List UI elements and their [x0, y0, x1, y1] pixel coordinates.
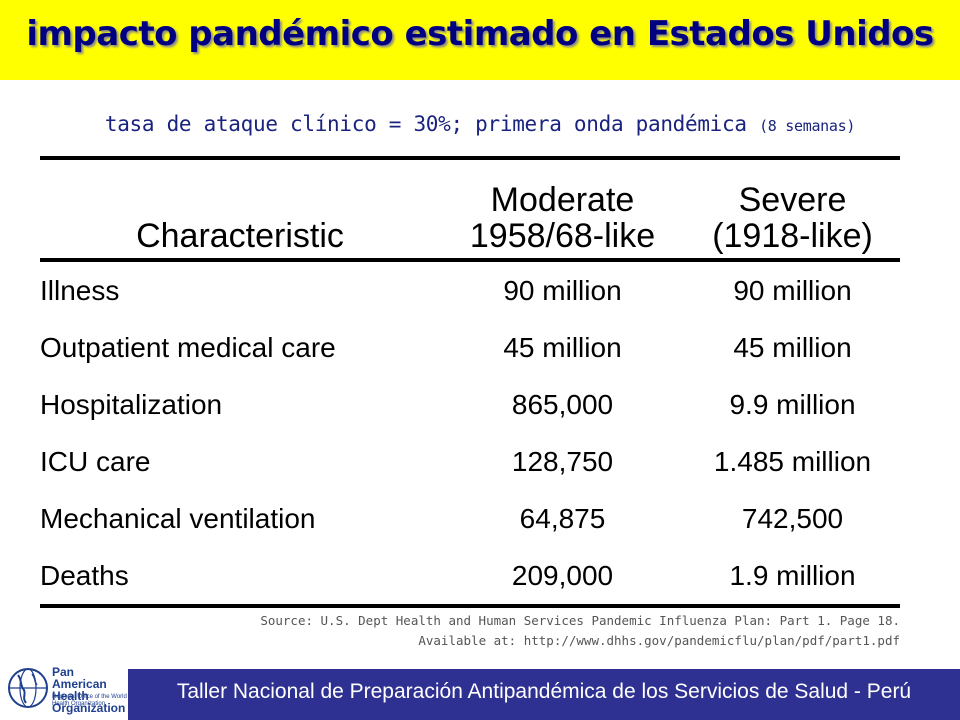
row-moderate-value: 209,000 — [511, 559, 614, 591]
row-severe-value: 90 million — [733, 274, 852, 306]
header-moderate: Moderate 1958/68-like — [440, 158, 685, 260]
row-moderate-value: 865,000 — [511, 388, 614, 420]
header-characteristic: Characteristic — [136, 217, 344, 255]
row-characteristic: Deaths — [40, 559, 129, 591]
paho-logo: Pan American Health Organization Regiona… — [4, 658, 128, 720]
table-row: Illness 90 million 90 million — [40, 260, 900, 319]
globe-emblem-icon — [8, 668, 48, 708]
row-severe-value: 45 million — [733, 331, 852, 363]
row-moderate-value: 64,875 — [519, 502, 606, 534]
impact-table: Characteristic Moderate 1958/68-like Sev… — [40, 156, 900, 608]
footer-text: Taller Nacional de Preparación Antipandé… — [176, 680, 912, 703]
row-moderate-value: 128,750 — [511, 445, 614, 477]
row-characteristic: Outpatient medical care — [40, 331, 336, 363]
title-band — [0, 0, 960, 80]
footer-band — [128, 669, 960, 720]
header-moderate-line1: Moderate — [490, 181, 635, 219]
row-moderate-value: 45 million — [503, 331, 622, 363]
table-row: Deaths 209,000 1.9 million — [40, 547, 900, 606]
source-citation: Source: U.S. Dept Health and Human Servi… — [260, 611, 900, 651]
table-row: ICU care 128,750 1.485 million — [40, 433, 900, 490]
header-severe-line1: Severe — [738, 181, 847, 219]
header-moderate-line2: 1958/68-like — [469, 217, 656, 255]
slide-subtitle: tasa de ataque clínico = 30%; primera on… — [0, 112, 960, 136]
table-header-row: Characteristic Moderate 1958/68-like Sev… — [40, 158, 900, 260]
row-characteristic: ICU care — [40, 445, 151, 477]
table-row: Hospitalization 865,000 9.9 million — [40, 376, 900, 433]
table-row: Mechanical ventilation 64,875 742,500 — [40, 490, 900, 547]
row-severe-value: 1.9 million — [729, 559, 856, 591]
source-line: Source: U.S. Dept Health and Human Servi… — [260, 613, 900, 628]
row-characteristic: Hospitalization — [40, 388, 223, 420]
row-severe-value: 742,500 — [741, 502, 844, 534]
logo-regional-office: Regional Office of the World Health Orga… — [52, 694, 127, 707]
subtitle-note: (8 semanas) — [759, 117, 856, 135]
row-severe-value: 9.9 million — [729, 388, 856, 420]
table-row: Outpatient medical care 45 million 45 mi… — [40, 319, 900, 376]
header-severe-line2: (1918-like) — [712, 217, 873, 255]
header-severe: Severe (1918-like) — [685, 158, 900, 260]
subtitle-main: tasa de ataque clínico = 30%; primera on… — [104, 112, 747, 136]
row-moderate-value: 90 million — [503, 274, 622, 306]
row-severe-value: 1.485 million — [713, 445, 872, 477]
row-characteristic: Mechanical ventilation — [40, 502, 316, 534]
logo-org-name: Pan American Health Organization — [52, 665, 126, 715]
slide-title: impacto pandémico estimado en Estados Un… — [26, 14, 934, 54]
row-characteristic: Illness — [40, 274, 120, 306]
source-url: Available at: http://www.dhhs.gov/pandem… — [418, 633, 900, 648]
